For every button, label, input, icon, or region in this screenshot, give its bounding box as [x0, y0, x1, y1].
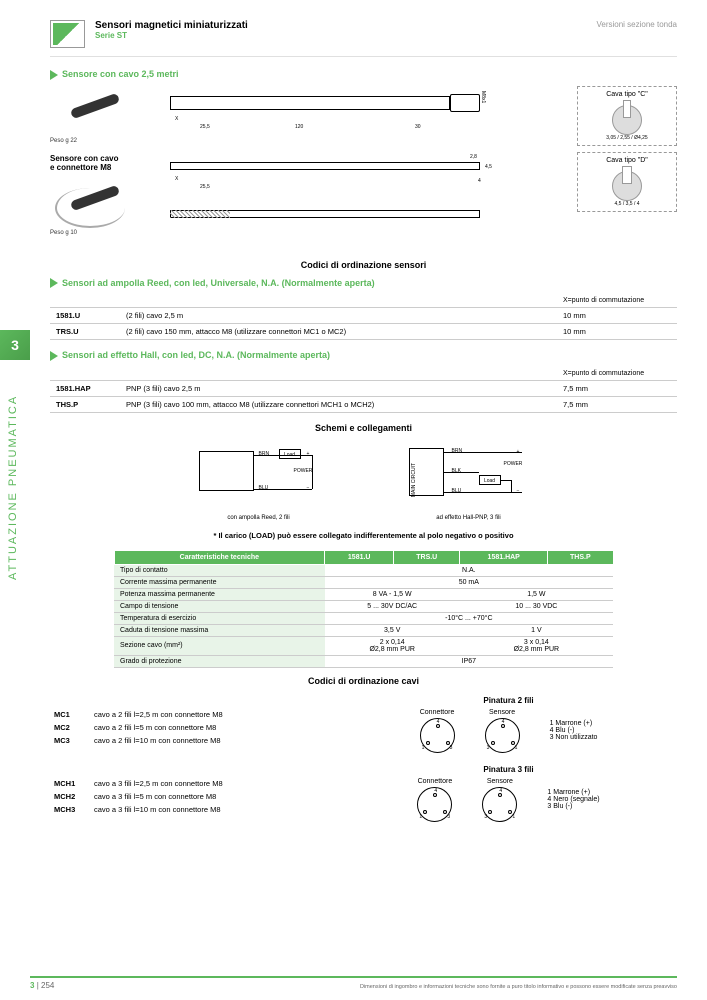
spec-header: Caratteristiche tecniche: [114, 550, 325, 564]
dimensional-drawing-1: X 25,5 120 30 M8x1: [160, 86, 567, 146]
pinout-2wire-legend: 1 Marrone (+) 4 Blu (-) 3 Non utilizzato: [550, 720, 598, 741]
pinout-3wire-legend: 1 Marrone (+) 4 Nero (segnale) 3 Blu (-): [547, 789, 599, 810]
sensor-photo-1: [50, 86, 140, 136]
sidebar: 3 ATTUAZIONE PNEUMATICA: [0, 330, 30, 730]
dimensional-drawing-2: 2,8 X 25,5 4,5 4: [160, 154, 567, 194]
section-vertical-label: ATTUAZIONE PNEUMATICA: [7, 380, 19, 580]
dimensional-drawing-3: [160, 202, 567, 242]
table-row: Tipo di contattoN.A.: [114, 564, 613, 576]
cable-3wire-table: MCH1cavo a 3 fili l=2,5 m con connettore…: [50, 777, 310, 816]
table-row: Potenza massima permanente8 VA - 1,5 W1,…: [114, 588, 613, 600]
circuit-reed: BRN Load + POWER BLU −: [194, 443, 324, 513]
table-row: Sezione cavo (mm²)2 x 0,14 Ø2,8 mm PUR3 …: [114, 636, 613, 655]
brand-logo: [50, 20, 85, 48]
table-row: 1581.HAPPNP (3 fili) cavo 2,5 m7,5 mm: [50, 380, 677, 396]
load-footnote: * Il carico (LOAD) può essere collegato …: [50, 531, 677, 540]
pinout-2wire-title: Pinatura 2 fili: [340, 696, 677, 705]
reed-table: X=punto di commutazione 1581.U(2 fili) c…: [50, 294, 677, 340]
cable-2wire-table: MC1cavo a 2 fili l=2,5 m con connettore …: [50, 708, 310, 747]
section-m8-label: Sensore con cavo e connettore M8: [50, 154, 150, 172]
weight-label-2: Peso g 10: [50, 230, 150, 236]
wiring-diagrams-title: Schemi e collegamenti: [50, 423, 677, 433]
spec-header: THS.P: [548, 550, 613, 564]
specifications-table: Caratteristiche tecniche1581.UTRS.U1581.…: [114, 550, 614, 668]
groove-type-d: Cava tipo "D" 4,5 / 3,5 / 4: [577, 152, 677, 212]
table-row: Temperatura di esercizio-10°C ... +70°C: [114, 612, 613, 624]
header: Sensori magnetici miniaturizzati Serie S…: [50, 20, 677, 48]
spec-header: TRS.U: [394, 550, 460, 564]
connector-2wire: 4 1 3: [420, 718, 455, 753]
pinout-3wire-title: Pinatura 3 fili: [340, 765, 677, 774]
table-row: Caduta di tensione massima3,5 V1 V: [114, 624, 613, 636]
series-subtitle: Serie ST: [95, 31, 587, 40]
hall-section-title: Sensori ad effetto Hall, con led, DC, N.…: [50, 350, 677, 361]
spec-header: 1581.HAP: [460, 550, 548, 564]
footer: 3 | 254 Dimensioni di ingombro e informa…: [30, 976, 677, 990]
sensor-connector-3wire: 4 3 1: [482, 787, 517, 822]
groove-type-c: Cava tipo "C" 3,05 / 2,55 / Ø4,25: [577, 86, 677, 146]
cable-ordering-title: Codici di ordinazione cavi: [50, 676, 677, 686]
section-number-tab: 3: [0, 330, 30, 360]
sensor-connector-2wire: 4 3 1: [485, 718, 520, 753]
table-row: Grado di protezioneIP67: [114, 655, 613, 667]
connector-3wire: 4 1 3: [417, 787, 452, 822]
table-row: 1581.U(2 fili) cavo 2,5 m10 mm: [50, 308, 677, 324]
circuit-hall-caption: ad effetto Hall-PNP, 3 fili: [404, 515, 534, 521]
version-note: Versioni sezione tonda: [597, 20, 678, 29]
page-title: Sensori magnetici miniaturizzati: [95, 20, 587, 31]
reed-section-title: Sensori ad ampolla Reed, con led, Univer…: [50, 278, 677, 289]
section-cable-25: Sensore con cavo 2,5 metri: [50, 69, 677, 80]
table-row: TRS.U(2 fili) cavo 150 mm, attacco M8 (u…: [50, 324, 677, 340]
table-row: Corrente massima permanente50 mA: [114, 576, 613, 588]
hall-table: X=punto di commutazione 1581.HAPPNP (3 f…: [50, 367, 677, 413]
table-row: Campo di tensione5 ... 30V DC/AC10 ... 3…: [114, 600, 613, 612]
table-row: THS.PPNP (3 fili) cavo 100 mm, attacco M…: [50, 396, 677, 412]
circuit-reed-caption: con ampolla Reed, 2 fili: [194, 515, 324, 521]
circuit-hall: MAIN CIRCUIT BRN BLK BLU Load + POWER −: [404, 443, 534, 513]
spec-header: 1581.U: [325, 550, 394, 564]
technical-drawings-row-1: Peso g 22 Sensore con cavo e connettore …: [50, 86, 677, 250]
ordering-codes-title: Codici di ordinazione sensori: [50, 260, 677, 270]
sensor-photo-2: [50, 178, 140, 228]
weight-label-1: Peso g 22: [50, 138, 150, 144]
